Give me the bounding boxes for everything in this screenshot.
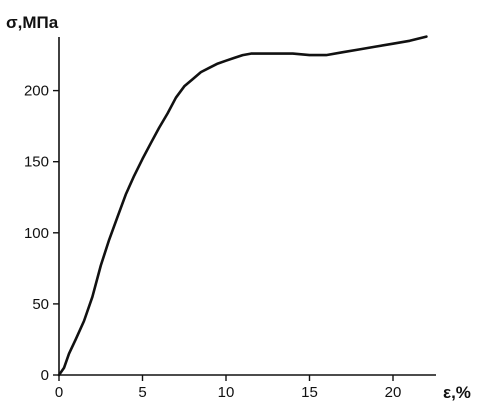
x-tick-label: 5 [138,384,146,401]
y-tick-label: 50 [32,296,49,313]
y-ticks: 0 50 100 150 200 [24,83,59,384]
y-tick-label: 100 [24,225,49,242]
series-group [57,35,428,377]
y-tick-label: 200 [24,83,49,100]
y-tick-label: 150 [24,154,49,171]
y-tick-label: 0 [41,367,49,384]
x-tick-label: 10 [218,384,235,401]
x-tick-label: 15 [301,384,318,401]
x-tick-label: 20 [385,384,402,401]
y-axis-label: σ,МПа [6,13,59,32]
x-axis-label: ε,% [443,383,471,402]
x-tick-label: 0 [55,384,63,401]
stress-strain-curve [57,35,428,377]
x-ticks: 0 5 10 15 20 [55,375,402,401]
axes [58,37,436,376]
